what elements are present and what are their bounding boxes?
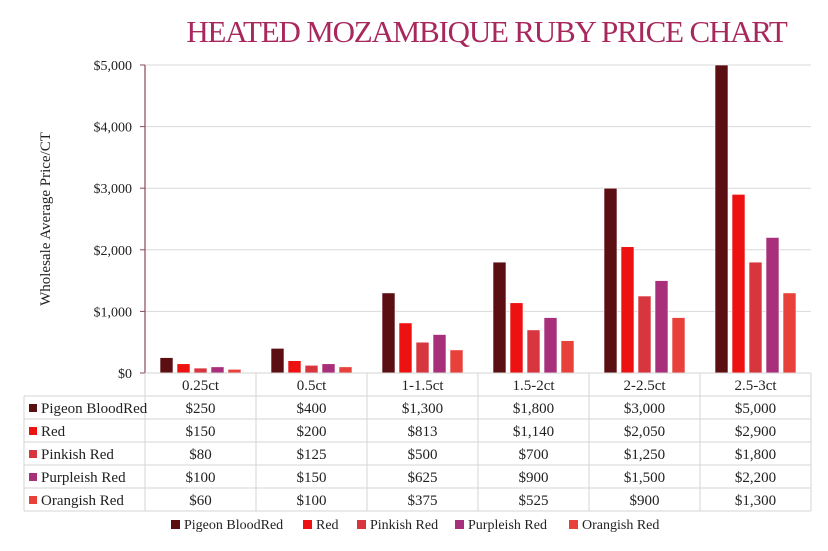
x-category-label: 2-2.5ct (623, 378, 666, 394)
bar-pinkish-red (526, 329, 541, 374)
data-label: $5,000 (735, 401, 776, 417)
legend-label: Orangish Red (582, 518, 659, 533)
legend-label: Red (316, 518, 339, 533)
y-tick-label: $5,000 (94, 59, 133, 74)
data-label: $2,050 (624, 424, 665, 440)
legend-label: Purpleish Red (468, 518, 547, 533)
legend-swatch (303, 520, 312, 529)
table-series-label: Purpleish Red (41, 470, 126, 486)
data-label: $150 (297, 470, 327, 486)
bar-orangish-red (227, 369, 242, 374)
y-tick-label: $2,000 (94, 244, 133, 259)
data-label: $100 (297, 493, 327, 509)
data-label: $700 (519, 447, 549, 463)
bar-pigeon-bloodred (270, 348, 285, 374)
legend-swatch (171, 520, 180, 529)
y-tick-label: $1,000 (94, 305, 133, 320)
legend-label: Pinkish Red (370, 518, 438, 533)
data-label: $525 (519, 493, 549, 509)
data-label: $1,500 (624, 470, 665, 486)
x-category-label: 1.5-2ct (512, 378, 555, 394)
data-label: $150 (186, 424, 216, 440)
table-legend-swatch (29, 427, 37, 435)
bar-pinkish-red (304, 364, 319, 374)
bar-pinkish-red (193, 367, 208, 374)
bar-orangish-red (782, 292, 797, 374)
data-label: $80 (189, 447, 212, 463)
data-label: $500 (408, 447, 438, 463)
bar-red (176, 363, 191, 374)
data-label: $1,800 (735, 447, 776, 463)
data-label: $900 (519, 470, 549, 486)
legend-swatch (569, 520, 578, 529)
data-label: $250 (186, 401, 216, 417)
data-label: $125 (297, 447, 327, 463)
data-label: $625 (408, 470, 438, 486)
bar-purpleish-red (654, 280, 669, 374)
bar-pinkish-red (748, 261, 763, 374)
bar-purpleish-red (543, 317, 558, 374)
bar-pinkish-red (415, 341, 430, 374)
table-series-label: Pinkish Red (41, 447, 114, 463)
x-category-label: 1-1.5ct (401, 378, 444, 394)
data-label: $60 (189, 493, 212, 509)
table-legend-swatch (29, 496, 37, 504)
bar-orangish-red (560, 340, 575, 374)
bar-pinkish-red (637, 295, 652, 374)
bar-purpleish-red (765, 237, 780, 374)
data-label: $1,300 (735, 493, 776, 509)
data-label: $3,000 (624, 401, 665, 417)
bar-pigeon-bloodred (159, 357, 174, 374)
bar-red (509, 302, 524, 374)
bar-purpleish-red (210, 366, 225, 374)
bar-purpleish-red (432, 334, 447, 374)
table-series-label: Pigeon BloodRed (41, 401, 148, 417)
legend-swatch (455, 520, 464, 529)
legend-swatch (357, 520, 366, 529)
bar-pigeon-bloodred (381, 292, 396, 374)
data-label: $1,300 (402, 401, 443, 417)
bar-orangish-red (449, 349, 464, 374)
x-category-label: 0.5ct (297, 378, 327, 394)
bar-red (620, 246, 635, 374)
bar-pigeon-bloodred (492, 261, 507, 374)
data-label: $2,200 (735, 470, 776, 486)
table-legend-swatch (29, 450, 37, 458)
bar-purpleish-red (321, 363, 336, 374)
data-label: $2,900 (735, 424, 776, 440)
table-series-label: Red (41, 424, 66, 440)
x-category-label: 0.25ct (182, 378, 220, 394)
y-tick-label: $4,000 (94, 121, 133, 136)
bar-orangish-red (338, 366, 353, 374)
data-label: $1,250 (624, 447, 665, 463)
data-label: $1,800 (513, 401, 554, 417)
table-series-label: Orangish Red (41, 493, 124, 509)
data-label: $900 (630, 493, 660, 509)
bar-pigeon-bloodred (603, 187, 618, 374)
table-legend-swatch (29, 473, 37, 481)
y-tick-label: $0 (118, 367, 132, 382)
y-tick-label: $3,000 (94, 182, 133, 197)
x-category-label: 2.5-3ct (734, 378, 777, 394)
data-label: $200 (297, 424, 327, 440)
data-label: $375 (408, 493, 438, 509)
bar-red (398, 322, 413, 374)
bar-pigeon-bloodred (714, 64, 729, 374)
data-label: $400 (297, 401, 327, 417)
y-axis-label: Wholesale Average Price/CT (38, 132, 54, 306)
data-label: $100 (186, 470, 216, 486)
data-label: $813 (408, 424, 438, 440)
table-legend-swatch (29, 404, 37, 412)
bar-red (287, 360, 302, 374)
bar-orangish-red (671, 317, 686, 374)
bar-red (731, 194, 746, 374)
data-label: $1,140 (513, 424, 554, 440)
legend-label: Pigeon BloodRed (184, 518, 283, 533)
chart-title: HEATED MOZAMBIQUE RUBY PRICE CHART (186, 14, 788, 49)
